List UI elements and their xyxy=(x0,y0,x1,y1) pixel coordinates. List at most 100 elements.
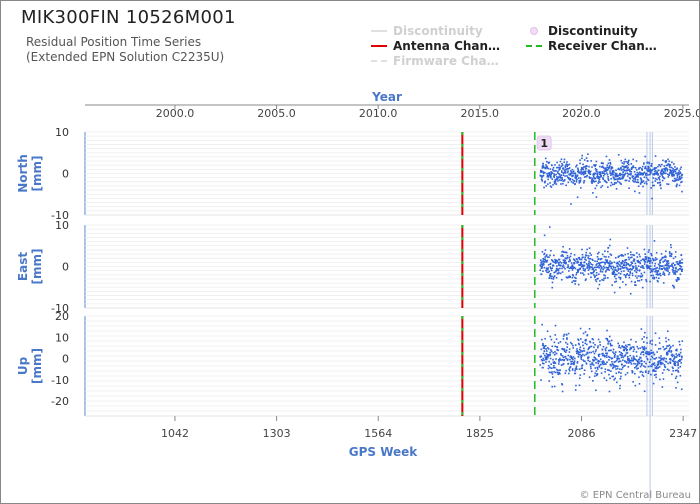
data-point xyxy=(668,265,670,268)
data-point xyxy=(659,183,662,186)
data-point xyxy=(665,269,668,272)
data-point xyxy=(555,173,557,176)
legend-item-discontinuity-line[interactable]: Discontinuity xyxy=(371,24,483,38)
data-point xyxy=(654,344,657,346)
data-point xyxy=(625,179,628,182)
data-point xyxy=(547,176,550,178)
data-point xyxy=(604,277,607,279)
data-point xyxy=(626,169,628,171)
data-point xyxy=(584,268,587,270)
data-point xyxy=(647,179,650,181)
data-point xyxy=(623,163,625,165)
data-point xyxy=(604,250,606,253)
data-point xyxy=(558,261,560,264)
data-point xyxy=(673,362,676,364)
data-point xyxy=(653,172,656,175)
data-point xyxy=(608,356,611,359)
data-point xyxy=(628,343,631,346)
data-point xyxy=(589,365,592,368)
data-point xyxy=(571,360,574,363)
data-point xyxy=(667,352,669,355)
data-point xyxy=(580,261,583,264)
data-point xyxy=(541,180,543,182)
data-point xyxy=(547,367,550,370)
data-point xyxy=(614,269,617,271)
data-point xyxy=(565,184,567,187)
data-point xyxy=(679,358,681,361)
data-point xyxy=(630,338,632,341)
data-point xyxy=(625,261,628,264)
data-point xyxy=(590,367,592,370)
panel-label: Up xyxy=(16,356,30,375)
data-point xyxy=(595,160,598,163)
data-point xyxy=(679,365,682,368)
data-point xyxy=(673,170,675,173)
data-point xyxy=(623,264,626,267)
data-point xyxy=(677,277,680,279)
data-point xyxy=(626,348,628,351)
data-point xyxy=(600,363,602,366)
data-point xyxy=(591,177,594,180)
legend-item-firmware-change[interactable]: Firmware Cha… xyxy=(371,54,499,68)
data-point xyxy=(646,183,648,185)
data-point xyxy=(631,268,633,271)
data-point xyxy=(595,196,598,198)
data-point xyxy=(647,372,650,375)
data-point xyxy=(547,347,549,349)
data-point xyxy=(549,351,551,354)
data-point xyxy=(590,180,593,183)
data-point xyxy=(666,345,668,347)
data-point xyxy=(572,267,575,270)
data-point xyxy=(659,261,661,264)
data-point xyxy=(556,166,558,169)
data-point xyxy=(631,175,634,177)
data-point xyxy=(639,255,641,258)
data-point xyxy=(582,163,584,166)
data-point xyxy=(540,348,543,351)
data-point xyxy=(638,168,640,170)
data-point xyxy=(667,268,669,270)
data-point xyxy=(672,370,675,372)
data-point xyxy=(660,253,663,255)
data-point xyxy=(550,349,552,351)
data-point xyxy=(652,370,654,372)
data-point xyxy=(591,181,594,183)
legend-item-receiver-change[interactable]: Receiver Chan… xyxy=(526,39,657,53)
data-point xyxy=(634,177,636,179)
data-point xyxy=(657,363,660,366)
data-point xyxy=(643,336,645,338)
data-point xyxy=(665,357,667,360)
data-point xyxy=(583,179,586,182)
data-point xyxy=(676,174,679,176)
data-point xyxy=(561,176,563,179)
data-point xyxy=(566,276,568,279)
data-point xyxy=(679,374,682,377)
data-point xyxy=(599,181,601,183)
data-point xyxy=(625,283,627,286)
data-point xyxy=(555,183,558,185)
data-point xyxy=(544,260,547,262)
data-point xyxy=(661,372,664,374)
data-point xyxy=(614,366,616,368)
data-point xyxy=(575,271,578,274)
data-point xyxy=(573,254,576,256)
data-point xyxy=(587,348,590,351)
data-point xyxy=(650,254,653,257)
data-point xyxy=(601,184,604,187)
data-point xyxy=(617,357,620,360)
data-point xyxy=(658,348,660,350)
legend-item-discontinuity-marker[interactable]: Discontinuity xyxy=(526,24,638,38)
data-point xyxy=(545,160,548,163)
data-point xyxy=(643,346,646,348)
data-point xyxy=(562,338,565,340)
data-point xyxy=(665,167,667,169)
data-point xyxy=(615,368,617,370)
data-point xyxy=(676,168,678,171)
data-point xyxy=(605,363,607,365)
data-point xyxy=(595,180,597,183)
data-point xyxy=(588,267,590,269)
data-point xyxy=(577,339,580,342)
legend-item-antenna-change[interactable]: Antenna Chan… xyxy=(371,39,500,53)
data-point xyxy=(639,365,642,368)
data-point xyxy=(556,371,559,374)
